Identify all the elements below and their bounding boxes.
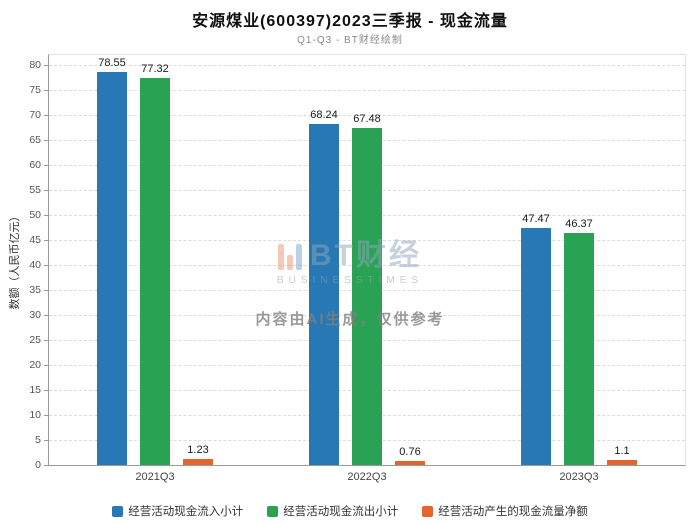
legend: 经营活动现金流入小计 经营活动现金流出小计 经营活动产生的现金流量净额 <box>0 503 700 519</box>
bar-2022Q3-series-2[interactable] <box>395 461 425 465</box>
y-tick-mark <box>44 339 49 341</box>
gridline <box>49 90 685 91</box>
bar-value-label: 78.55 <box>98 57 126 70</box>
bar-2023Q3-series-1[interactable] <box>564 233 594 465</box>
chart-title: 安源煤业(600397)2023三季报 - 现金流量 <box>192 13 508 30</box>
x-tick-label-2022Q3: 2022Q3 <box>347 471 387 483</box>
bar-value-label: 47.47 <box>522 212 550 225</box>
gridline <box>49 115 685 116</box>
y-tick-mark <box>44 239 49 241</box>
gridline <box>49 65 685 66</box>
y-tick-mark <box>44 289 49 291</box>
bar-2023Q3-series-2[interactable] <box>607 459 637 465</box>
y-tick-label: 60 <box>29 159 41 171</box>
legend-swatch <box>112 505 124 517</box>
legend-label: 经营活动现金流出小计 <box>283 506 399 518</box>
y-tick-label: 25 <box>29 334 41 346</box>
y-tick-mark <box>44 389 49 391</box>
bar-2023Q3-series-0[interactable] <box>521 227 551 465</box>
legend-item-0[interactable]: 经营活动现金流入小计 <box>112 503 243 519</box>
y-tick-label: 15 <box>29 384 41 396</box>
plot-area: 0 5 10 15 20 25 30 35 40 45 50 55 60 65 70 75 80 78.55 77.… <box>29 54 686 483</box>
y-tick-label: 50 <box>29 209 41 221</box>
bar-value-label: 68.24 <box>310 108 338 121</box>
chart-subtitle: Q1-Q3 - BT财经绘制 <box>297 35 403 46</box>
y-tick-label: 20 <box>29 359 41 371</box>
y-tick-label: 70 <box>29 109 41 121</box>
y-tick-mark <box>44 439 49 441</box>
x-tick-label-2021Q3: 2021Q3 <box>135 471 175 483</box>
y-tick-mark <box>44 314 49 316</box>
y-tick-mark <box>44 264 49 266</box>
y-tick-mark <box>44 464 49 466</box>
y-tick-label: 10 <box>29 409 41 421</box>
legend-swatch <box>422 505 434 517</box>
y-tick-label: 80 <box>29 59 41 71</box>
bar-value-label: 77.32 <box>141 63 169 76</box>
legend-swatch <box>267 505 279 517</box>
legend-label: 经营活动产生的现金流量净额 <box>438 506 588 518</box>
y-tick-mark <box>44 214 49 216</box>
y-tick-mark <box>44 114 49 116</box>
bar-value-label: 1.1 <box>614 444 630 457</box>
y-tick-label: 40 <box>29 259 41 271</box>
y-tick-mark <box>44 64 49 66</box>
y-tick-label: 45 <box>29 234 41 246</box>
y-tick-label: 5 <box>35 434 41 446</box>
y-tick-mark <box>44 189 49 191</box>
bar-value-label: 0.76 <box>399 446 421 459</box>
bar-2021Q3-series-2[interactable] <box>183 458 213 465</box>
y-tick-label: 65 <box>29 134 41 146</box>
y-tick-label: 35 <box>29 284 41 296</box>
bar-value-label: 46.37 <box>565 218 593 231</box>
bar-2022Q3-series-1[interactable] <box>352 127 382 465</box>
bar-2022Q3-series-0[interactable] <box>309 123 339 465</box>
x-tick-label-2023Q3: 2023Q3 <box>559 471 599 483</box>
legend-item-2[interactable]: 经营活动产生的现金流量净额 <box>422 503 588 519</box>
y-tick-mark <box>44 414 49 416</box>
y-tick-mark <box>44 139 49 141</box>
y-tick-mark <box>44 89 49 91</box>
bar-value-label: 67.48 <box>353 112 381 125</box>
y-tick-mark <box>44 164 49 166</box>
y-tick-label: 75 <box>29 84 41 96</box>
y-tick-label: 0 <box>35 459 41 471</box>
bar-2021Q3-series-1[interactable] <box>140 78 170 465</box>
y-tick-mark <box>44 364 49 366</box>
y-tick-label: 55 <box>29 184 41 196</box>
legend-item-1[interactable]: 经营活动现金流出小计 <box>267 503 398 519</box>
bar-value-label: 1.23 <box>187 443 209 456</box>
y-tick-label: 30 <box>29 309 41 321</box>
legend-label: 经营活动现金流入小计 <box>128 506 244 518</box>
bar-2021Q3-series-0[interactable] <box>97 72 127 465</box>
